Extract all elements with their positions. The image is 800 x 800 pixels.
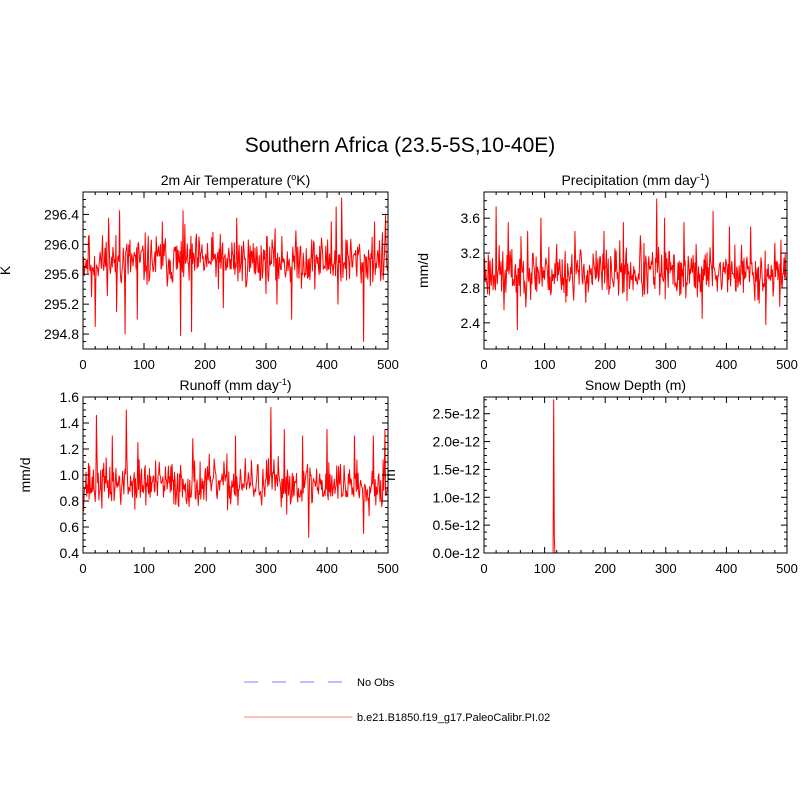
panel-title: 2m Air Temperature (oK) xyxy=(161,172,310,188)
x-tick-label: 300 xyxy=(655,357,677,372)
panel-title: Precipitation (mm day-1) xyxy=(561,172,709,188)
panel-title: Runoff (mm day-1) xyxy=(179,377,291,393)
plot-frame xyxy=(82,191,389,350)
legend: No Obs b.e21.B1850.f19_g17.PaleoCalibr.PI… xyxy=(244,677,550,724)
y-tick-label: 0.4 xyxy=(60,545,80,561)
x-tick-label: 100 xyxy=(133,561,155,576)
x-tick-label: 200 xyxy=(594,561,616,576)
x-tick-label: 100 xyxy=(534,357,556,372)
y-axis-label: K xyxy=(0,265,13,275)
y-tick-label: 1.2 xyxy=(60,441,80,457)
x-tick-label: 0 xyxy=(480,561,487,576)
y-tick-label: 294.8 xyxy=(44,326,79,342)
panel-4: 0 100 200 300 400 500 0.0e-12 0.5e-12 1.0e-12 1.5… xyxy=(382,377,798,576)
y-tick-label: 0.6 xyxy=(60,519,80,535)
y-tick-label: 1.0e-12 xyxy=(433,489,481,505)
plot-frame xyxy=(483,396,788,554)
y-tick-label: 0.0e-12 xyxy=(433,545,481,561)
y-tick-label: 2.4 xyxy=(461,315,481,331)
x-tick-label: 0 xyxy=(79,561,86,576)
y-tick-label: 295.6 xyxy=(44,266,79,282)
y-tick-label: 2.0e-12 xyxy=(433,434,481,450)
x-tick-label: 500 xyxy=(776,561,798,576)
series-line xyxy=(484,399,787,554)
y-tick-label: 2.8 xyxy=(461,280,481,296)
x-tick-label: 0 xyxy=(79,357,86,372)
legend-label: No Obs xyxy=(357,677,395,689)
panel-3: 0 100 200 300 400 500 0.4 0.6 0.8 1.0 1.2 1.4 1.6 mm/… xyxy=(17,377,399,576)
x-tick-label: 100 xyxy=(133,357,155,372)
y-tick-label: 1.0 xyxy=(60,467,80,483)
x-tick-label: 500 xyxy=(776,357,798,372)
y-axis-label: mm/d xyxy=(415,253,431,288)
y-tick-label: 3.6 xyxy=(461,210,481,226)
x-tick-label: 300 xyxy=(655,561,677,576)
y-tick-label: 0.5e-12 xyxy=(433,517,481,533)
y-axis-label: mm/d xyxy=(17,458,33,493)
y-tick-label: 2.5e-12 xyxy=(433,406,481,422)
x-tick-label: 400 xyxy=(716,357,738,372)
x-tick-label: 200 xyxy=(194,357,216,372)
x-tick-label: 500 xyxy=(377,357,399,372)
series-line xyxy=(82,197,388,343)
x-tick-label: 400 xyxy=(316,357,338,372)
y-tick-label: 296.4 xyxy=(44,206,79,222)
x-tick-label: 100 xyxy=(534,561,556,576)
figure-title: Southern Africa (23.5-5S,10-40E) xyxy=(245,134,556,157)
y-tick-label: 1.4 xyxy=(60,415,80,431)
y-axis-label: m xyxy=(382,469,398,481)
x-tick-label: 400 xyxy=(716,561,738,576)
x-tick-label: 300 xyxy=(255,561,277,576)
panel-2: 0 100 200 300 400 500 2.4 2.8 3.2 3.6 mm/d Precipit… xyxy=(415,172,798,372)
y-tick-label: 1.6 xyxy=(60,389,80,405)
y-tick-label: 1.5e-12 xyxy=(433,461,481,477)
x-tick-label: 200 xyxy=(194,561,216,576)
y-tick-label: 0.8 xyxy=(60,493,80,509)
y-tick-label: 3.2 xyxy=(461,245,481,261)
x-tick-label: 300 xyxy=(255,357,277,372)
series-line xyxy=(82,406,388,538)
x-tick-label: 400 xyxy=(316,561,338,576)
legend-label: b.e21.B1850.f19_g17.PaleoCalibr.PI.02 xyxy=(357,712,550,724)
x-tick-label: 200 xyxy=(594,357,616,372)
series-line xyxy=(483,198,787,331)
panel-title: Snow Depth (m) xyxy=(585,377,686,393)
y-tick-label: 295.2 xyxy=(44,296,79,312)
x-tick-label: 500 xyxy=(377,561,399,576)
y-tick-label: 296.0 xyxy=(44,236,79,252)
panels: 0 100 200 300 400 500 294.8 295.2 295.6 296.0 296.… xyxy=(0,172,798,576)
panel-1: 0 100 200 300 400 500 294.8 295.2 295.6 296.0 296.… xyxy=(0,172,399,372)
x-tick-label: 0 xyxy=(480,357,487,372)
